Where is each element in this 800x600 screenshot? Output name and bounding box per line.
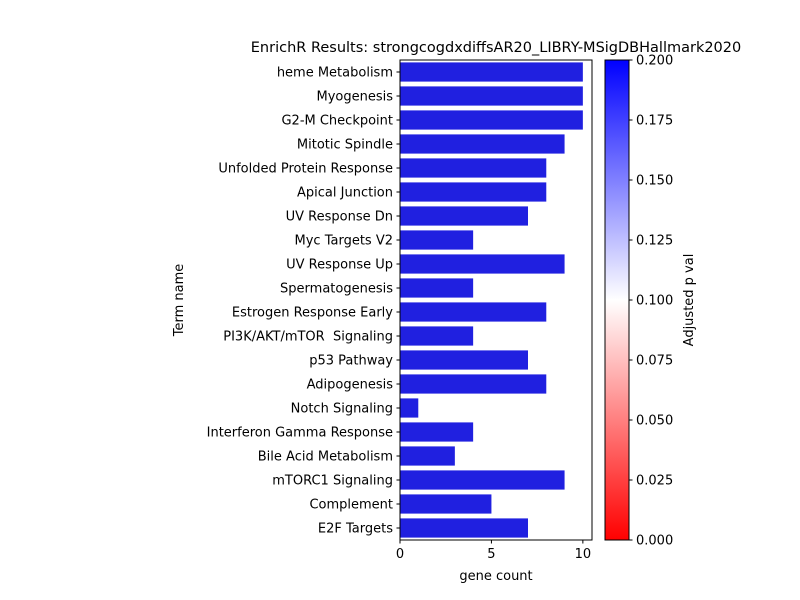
- bar: [400, 254, 565, 274]
- y-tick-label: Apical Junction: [297, 186, 393, 201]
- y-tick-label: heme Metabolism: [277, 66, 393, 81]
- y-tick-label: Myc Targets V2: [295, 234, 393, 249]
- x-tick-label: 0: [396, 547, 404, 562]
- x-ticks: 0 5 10: [396, 540, 591, 562]
- colorbar-tick-label: 0.100: [636, 294, 673, 309]
- bars-group: [400, 62, 583, 538]
- colorbar-ticks: 0.000 0.025 0.050 0.075 0.100 0.125 0.150 0.175…: [629, 54, 673, 549]
- y-tick-label: Notch Signaling: [291, 402, 393, 417]
- colorbar-tick-label: 0.025: [636, 474, 673, 489]
- x-axis-label: gene count: [459, 569, 532, 584]
- bar: [400, 446, 455, 466]
- colorbar-tick-label: 0.050: [636, 414, 673, 429]
- bar: [400, 182, 547, 202]
- plot-frame: [399, 59, 593, 541]
- y-tick-label: Spermatogenesis: [280, 282, 393, 297]
- colorbar-tick-label: 0.150: [636, 174, 673, 189]
- y-tick-label: mTORC1 Signaling: [272, 474, 393, 489]
- bar: [400, 86, 583, 106]
- y-tick-label: UV Response Dn: [286, 210, 393, 225]
- colorbar-tick-label: 0.200: [636, 54, 673, 69]
- y-tick-label: Myogenesis: [316, 90, 393, 105]
- y-axis-label: Term name: [172, 264, 187, 338]
- bar: [400, 374, 547, 394]
- colorbar-tick-label: 0.075: [636, 354, 673, 369]
- bar: [400, 230, 474, 250]
- bar: [400, 110, 583, 130]
- colorbar-tick-label: 0.000: [636, 534, 673, 549]
- bar: [400, 326, 474, 346]
- y-tick-labels: heme Metabolism Myogenesis G2-M Checkpoint…: [207, 66, 400, 537]
- colorbar-tick-label: 0.175: [636, 114, 673, 129]
- bar: [400, 350, 528, 370]
- bar: [400, 398, 419, 418]
- bar: [400, 278, 474, 298]
- bar: [400, 494, 492, 514]
- chart-title: EnrichR Results: strongcogdxdiffsAR20_LI…: [251, 40, 742, 56]
- bar: [400, 518, 528, 538]
- y-tick-label: E2F Targets: [318, 522, 393, 537]
- y-tick-label: Interferon Gamma Response: [207, 426, 393, 441]
- bar: [400, 470, 565, 490]
- y-tick-label: UV Response Up: [286, 258, 393, 273]
- bar: [400, 302, 547, 322]
- y-tick-label: p53 Pathway: [309, 354, 393, 369]
- colorbar-label: Adjusted p val: [682, 254, 697, 347]
- colorbar-tick-label: 0.125: [636, 234, 673, 249]
- y-tick-label: Mitotic Spindle: [297, 138, 393, 153]
- y-tick-label: Bile Acid Metabolism: [258, 450, 393, 465]
- x-tick-label: 5: [487, 547, 495, 562]
- y-tick-label: Complement: [309, 498, 393, 513]
- bar: [400, 206, 528, 226]
- bar: [400, 422, 474, 442]
- y-tick-label: PI3K/AKT/mTOR Signaling: [223, 330, 393, 345]
- y-tick-label: Adipogenesis: [307, 378, 394, 393]
- bar: [400, 62, 583, 82]
- colorbar: [604, 59, 630, 541]
- y-tick-label: Unfolded Protein Response: [218, 162, 393, 177]
- y-tick-label: G2-M Checkpoint: [281, 114, 393, 129]
- bar: [400, 158, 547, 178]
- y-tick-label: Estrogen Response Early: [232, 306, 393, 321]
- bar: [400, 134, 565, 154]
- x-tick-label: 10: [575, 547, 592, 562]
